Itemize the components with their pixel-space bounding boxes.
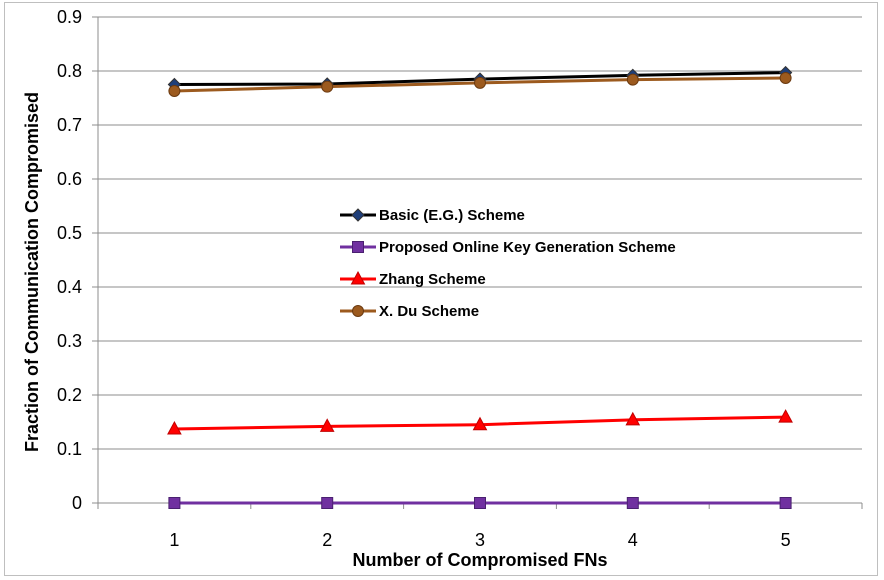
series-group bbox=[167, 65, 793, 509]
series-3 bbox=[168, 72, 792, 97]
y-tick-label: 0.1 bbox=[57, 439, 82, 459]
y-tick-label: 0.9 bbox=[57, 7, 82, 27]
legend-item: X. Du Scheme bbox=[340, 303, 479, 320]
y-tick-label: 0.2 bbox=[57, 385, 82, 405]
data-point bbox=[168, 84, 181, 97]
legend: Basic (E.G.) Scheme Proposed Online Key G… bbox=[340, 207, 676, 320]
data-point bbox=[321, 80, 334, 93]
legend-marker bbox=[351, 208, 365, 222]
x-tick-label: 4 bbox=[628, 530, 638, 550]
chart-frame bbox=[4, 2, 878, 576]
data-point bbox=[625, 411, 641, 426]
data-point bbox=[779, 497, 792, 509]
legend-item: Proposed Online Key Generation Scheme bbox=[340, 239, 676, 256]
legend-item: Basic (E.G.) Scheme bbox=[340, 207, 525, 224]
y-tick-label: 0.4 bbox=[57, 277, 82, 297]
data-point bbox=[626, 73, 639, 86]
data-point bbox=[474, 76, 486, 89]
legend-label: X. Du Scheme bbox=[379, 303, 479, 320]
y-axis-title: Fraction of Communication Compromised bbox=[22, 92, 42, 452]
y-tick-label: 0.5 bbox=[57, 223, 82, 243]
x-tick-label: 3 bbox=[475, 530, 485, 550]
legend-label: Zhang Scheme bbox=[379, 271, 486, 288]
data-point bbox=[168, 497, 181, 509]
y-tick-label: 0.7 bbox=[57, 115, 82, 135]
data-point bbox=[474, 497, 486, 509]
data-point bbox=[319, 418, 335, 432]
series-1 bbox=[168, 497, 792, 509]
legend-marker bbox=[352, 305, 364, 317]
y-tick-labels: 0 0.1 0.2 0.3 0.4 0.5 0.6 0.7 0.8 0.9 bbox=[57, 7, 82, 513]
y-tick-label: 0.3 bbox=[57, 331, 82, 351]
gridlines bbox=[98, 16, 862, 450]
y-tick-label: 0 bbox=[72, 493, 82, 513]
data-point bbox=[472, 416, 488, 431]
y-tick-label: 0.6 bbox=[57, 169, 82, 189]
x-tick-label: 2 bbox=[322, 530, 332, 550]
data-point bbox=[779, 72, 792, 85]
y-tick-label: 0.8 bbox=[57, 61, 82, 81]
legend-item: Zhang Scheme bbox=[340, 270, 486, 288]
x-tick-label: 1 bbox=[169, 530, 179, 550]
x-tick-labels: 1 2 3 4 5 bbox=[169, 530, 790, 550]
legend-marker bbox=[350, 270, 366, 285]
data-point bbox=[778, 409, 793, 423]
series-2 bbox=[167, 409, 793, 435]
legend-label: Basic (E.G.) Scheme bbox=[379, 207, 525, 224]
data-point bbox=[167, 420, 182, 435]
legend-marker bbox=[352, 241, 364, 253]
x-tick-label: 5 bbox=[781, 530, 791, 550]
x-axis-title: Number of Compromised FNs bbox=[352, 550, 607, 570]
data-point bbox=[321, 497, 334, 509]
data-point bbox=[626, 497, 639, 509]
legend-label: Proposed Online Key Generation Scheme bbox=[379, 239, 676, 256]
